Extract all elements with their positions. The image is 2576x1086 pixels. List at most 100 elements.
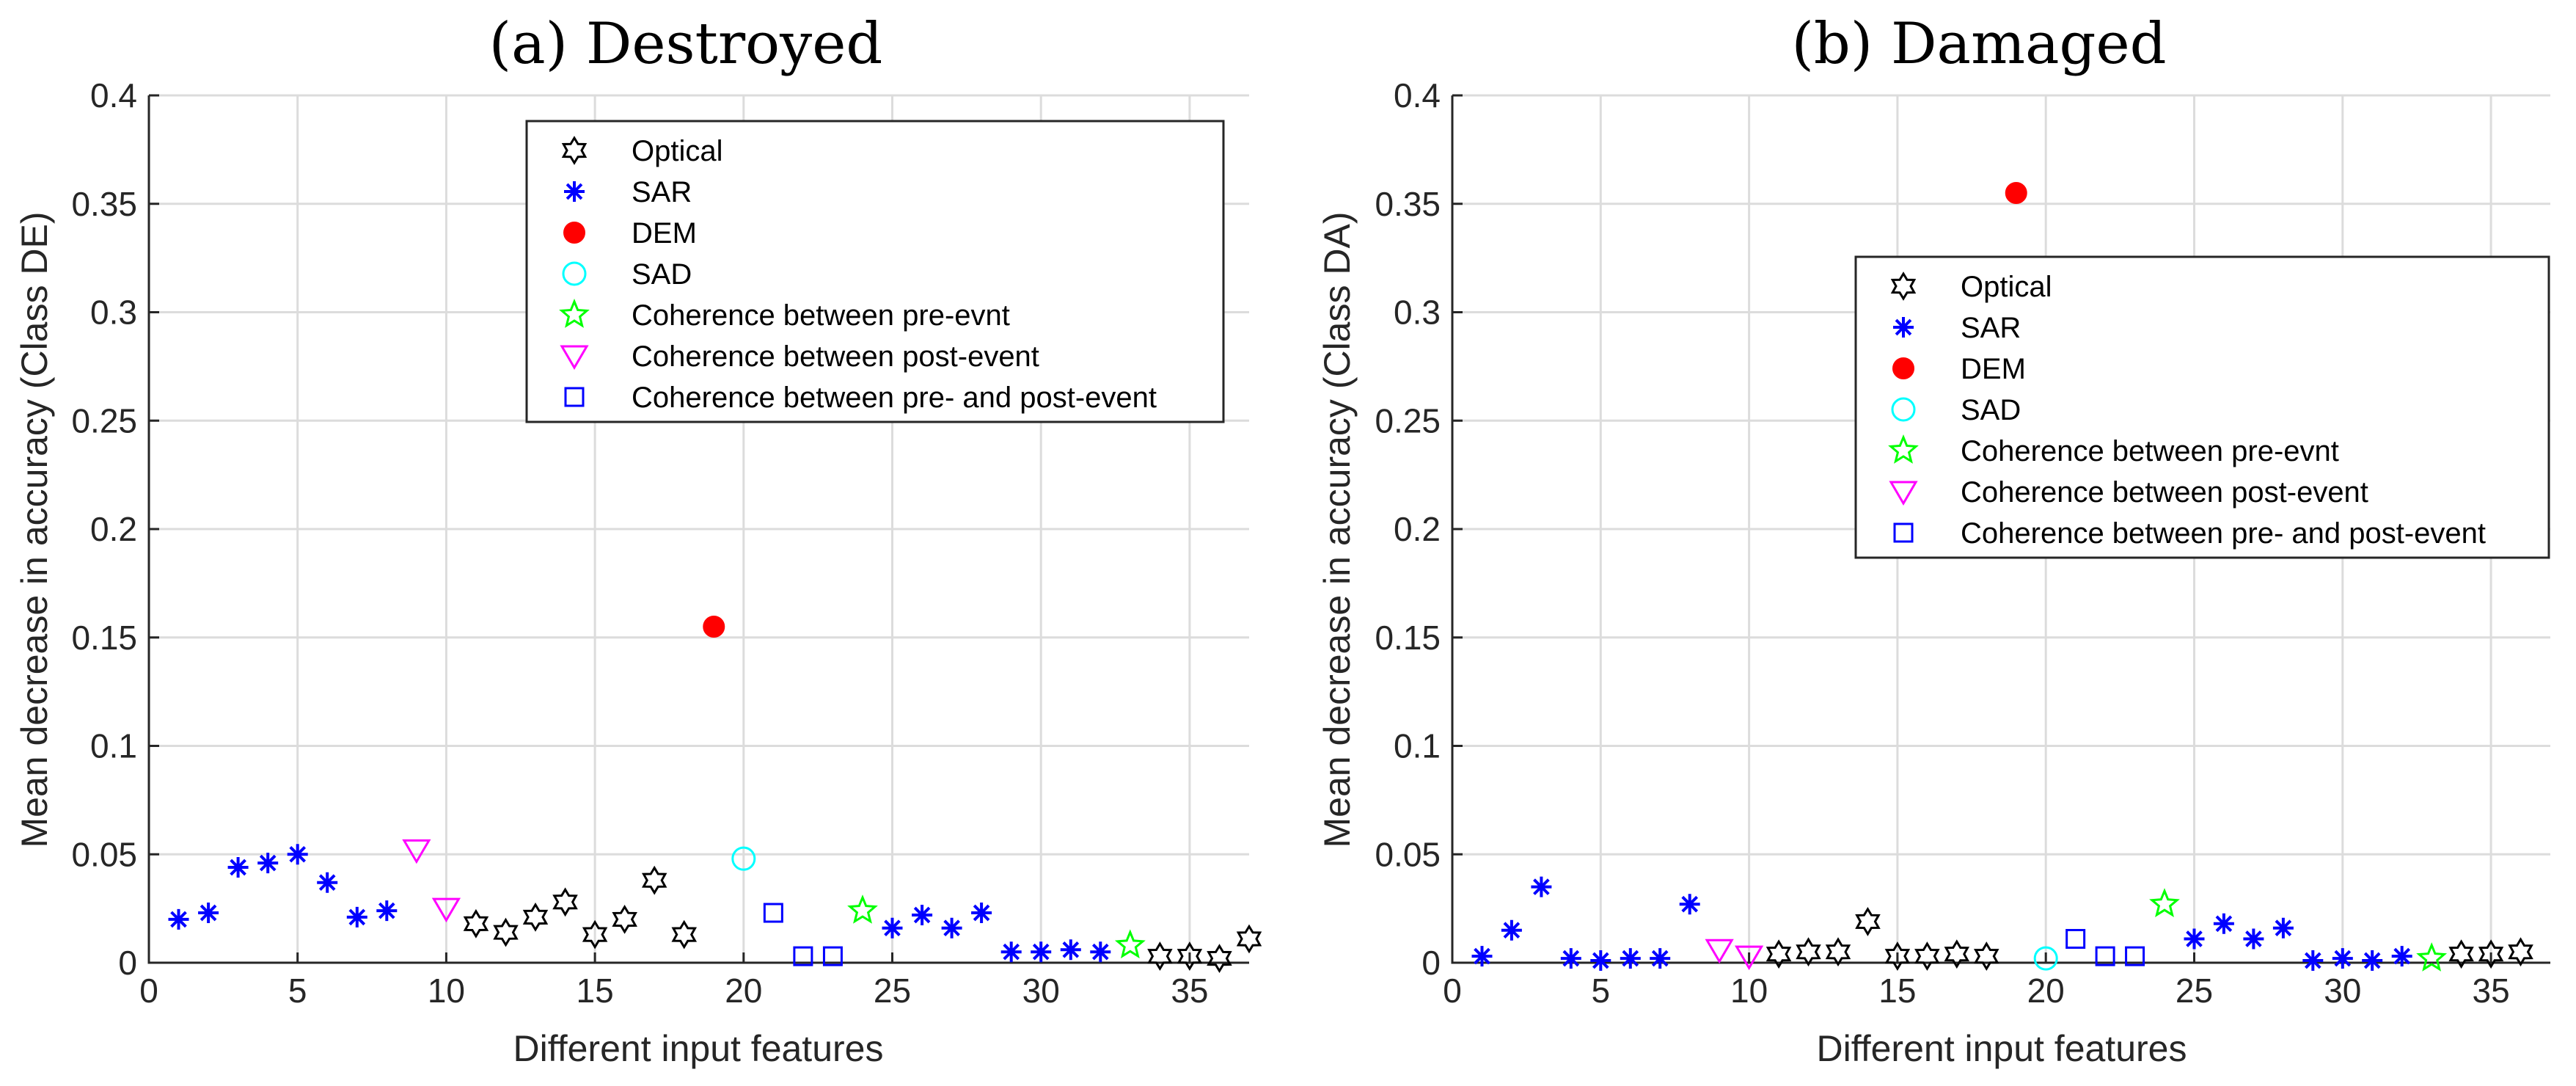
data-point bbox=[346, 906, 367, 928]
legend-marker bbox=[562, 261, 587, 286]
data-point bbox=[582, 919, 608, 950]
chart-destroyed: (a) Destroyed Different input features M… bbox=[14, 11, 1262, 1069]
data-point bbox=[493, 917, 519, 947]
legend-label: Coherence between pre-evnt bbox=[632, 299, 1010, 332]
legend-marker bbox=[1888, 434, 1919, 464]
data-point bbox=[1765, 939, 1792, 969]
series bbox=[731, 846, 756, 871]
series bbox=[2065, 928, 2145, 966]
y-tick-label: 0.15 bbox=[71, 619, 137, 657]
legend-label: Optical bbox=[1961, 271, 2052, 303]
legend-marker bbox=[564, 387, 585, 407]
y-tick-label: 0.1 bbox=[1394, 727, 1441, 765]
data-point bbox=[1855, 906, 1881, 936]
y-tick-label: 0.35 bbox=[1375, 185, 1441, 223]
x-tick-label: 20 bbox=[2027, 972, 2065, 1010]
y-tick-label: 0.05 bbox=[1375, 835, 1441, 873]
data-point bbox=[2095, 946, 2115, 966]
data-point bbox=[376, 900, 398, 922]
x-tick-label: 10 bbox=[428, 972, 465, 1010]
x-tick-label: 25 bbox=[2176, 972, 2213, 1010]
data-point bbox=[1177, 941, 1203, 972]
legend: Optical SAR DEM SAD Coherence between pre-ev… bbox=[525, 120, 1225, 423]
legend-marker bbox=[1893, 317, 1914, 338]
data-point bbox=[882, 917, 903, 939]
data-point bbox=[317, 872, 338, 893]
legend-label: SAD bbox=[1961, 394, 2021, 426]
data-point bbox=[1531, 876, 1552, 897]
data-point bbox=[1000, 941, 1022, 963]
y-tick-label: 0.35 bbox=[71, 185, 137, 223]
data-point bbox=[1147, 941, 1173, 972]
data-point bbox=[2213, 913, 2234, 934]
series bbox=[2005, 181, 2027, 204]
data-point bbox=[822, 946, 843, 966]
legend-marker bbox=[1893, 522, 1914, 543]
data-point bbox=[552, 887, 578, 917]
x-tick-label: 0 bbox=[139, 972, 158, 1010]
data-point bbox=[1471, 946, 1493, 967]
x-axis-label: Different input features bbox=[1817, 1028, 2187, 1069]
y-tick-label: 0 bbox=[118, 944, 137, 982]
x-tick-label: 0 bbox=[1443, 972, 1462, 1010]
x-tick-label: 10 bbox=[1730, 972, 1768, 1010]
legend-marker bbox=[564, 181, 585, 202]
y-tick-label: 0.05 bbox=[71, 835, 137, 873]
data-point bbox=[1973, 941, 1999, 972]
data-point bbox=[671, 919, 698, 950]
y-tick-label: 0.25 bbox=[71, 401, 137, 440]
y-tick-label: 0.3 bbox=[90, 294, 137, 332]
data-point bbox=[227, 857, 249, 878]
series bbox=[763, 903, 843, 966]
chart-title: (a) Destroyed bbox=[489, 11, 883, 77]
legend-label: SAR bbox=[1961, 312, 2021, 344]
data-point bbox=[1501, 919, 1522, 941]
legend-box bbox=[525, 120, 1225, 423]
x-tick-label: 25 bbox=[874, 972, 911, 1010]
data-point bbox=[1734, 945, 1764, 971]
series bbox=[463, 865, 1262, 974]
data-point bbox=[1944, 939, 1970, 969]
data-point bbox=[612, 904, 637, 934]
data-point bbox=[2478, 939, 2504, 969]
data-point bbox=[2416, 942, 2448, 972]
data-point bbox=[2272, 917, 2294, 939]
x-tick-label: 30 bbox=[1022, 972, 1060, 1010]
y-tick-label: 0.15 bbox=[1375, 619, 1441, 657]
x-tick-label: 5 bbox=[288, 972, 307, 1010]
series bbox=[402, 839, 461, 923]
x-tick-label: 20 bbox=[725, 972, 762, 1010]
series bbox=[1765, 906, 2533, 972]
data-point bbox=[1236, 924, 1262, 954]
y-tick-label: 0.2 bbox=[1394, 510, 1441, 548]
data-point bbox=[198, 903, 219, 923]
data-point bbox=[912, 905, 933, 925]
data-point bbox=[2243, 928, 2264, 950]
data-point bbox=[1796, 937, 1821, 967]
x-tick-label: 15 bbox=[1878, 972, 1916, 1010]
data-point bbox=[1060, 939, 1081, 961]
y-tick-label: 0.4 bbox=[1394, 76, 1441, 114]
data-point bbox=[402, 839, 431, 864]
chart-title: (b) Damaged bbox=[1791, 11, 2166, 77]
data-point bbox=[731, 846, 756, 871]
data-point bbox=[941, 917, 962, 939]
data-point bbox=[2149, 888, 2180, 918]
data-point bbox=[1590, 950, 1611, 971]
data-point bbox=[1090, 941, 1111, 963]
x-tick-label: 15 bbox=[577, 972, 614, 1010]
legend-marker bbox=[1891, 397, 1916, 422]
data-point bbox=[1825, 937, 1851, 967]
legend-label: SAR bbox=[632, 176, 692, 208]
y-axis-label: Mean decrease in accuracy (Class DA) bbox=[1317, 212, 1358, 848]
legend-marker bbox=[559, 299, 590, 328]
data-point bbox=[522, 902, 549, 932]
legend-label: DEM bbox=[1961, 353, 2026, 385]
data-point bbox=[2033, 946, 2058, 971]
data-point bbox=[1207, 944, 1232, 974]
legend-label: Coherence between pre-evnt bbox=[1961, 435, 2339, 467]
data-point bbox=[763, 903, 783, 923]
y-tick-label: 0.25 bbox=[1375, 401, 1441, 440]
y-axis-label: Mean decrease in accuracy (Class DE) bbox=[14, 212, 55, 848]
data-point bbox=[1650, 948, 1671, 969]
